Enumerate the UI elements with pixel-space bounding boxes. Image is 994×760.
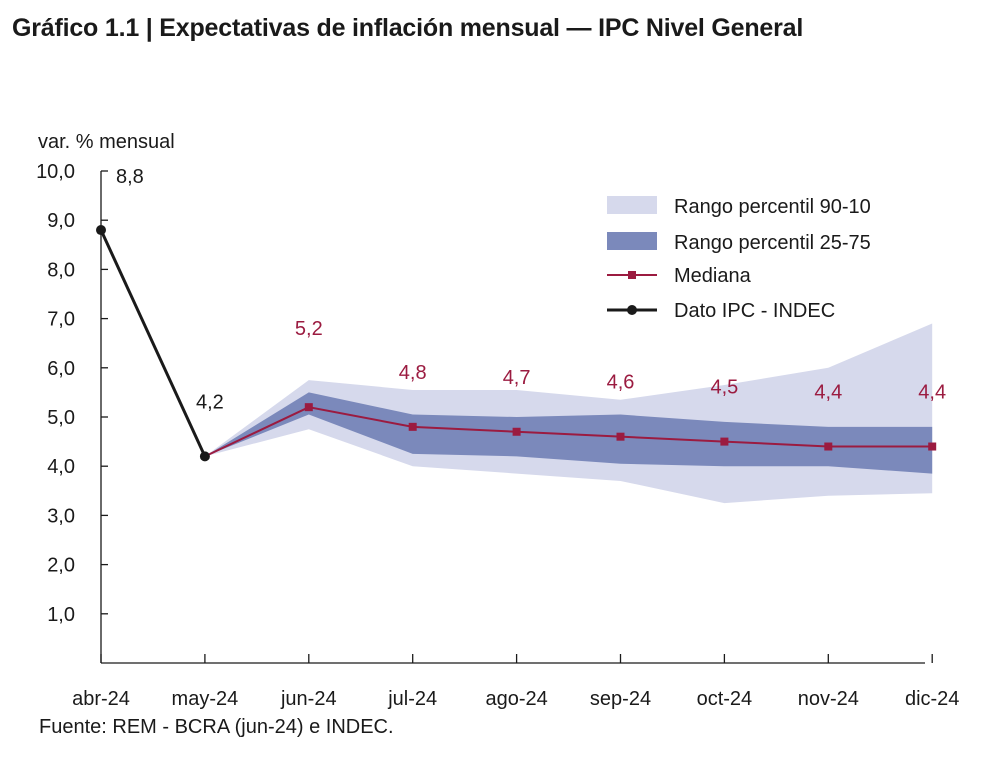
x-tick-label: dic-24 [905,688,959,710]
y-axis-label: var. % mensual [38,131,175,153]
ipc-point [96,225,106,236]
y-tick-label: 4,0 [47,456,75,478]
median-data-label: 4,7 [503,367,531,389]
y-tick-label: 10,0 [36,161,75,183]
percentile-bands [204,323,933,504]
data-labels: 5,2 4,8 4,7 4,6 4,5 4,4 4,4 8,8 4,2 [116,166,946,413]
median-data-label: 4,5 [710,377,738,399]
median-data-label: 5,2 [295,318,323,340]
median-line [204,406,933,458]
band-percentile-25-75 [204,392,933,474]
x-tick-label: nov-24 [798,688,859,710]
legend-swatch-median-marker [628,271,636,279]
ipc-line [99,229,207,457]
y-tick-label: 6,0 [47,358,75,380]
axes: 1,0 2,0 3,0 4,0 5,0 6,0 7,0 8,0 9,0 10,0 abr-24 may… [36,161,959,710]
legend-swatch-ipc-marker [627,305,637,315]
source-note: Fuente: REM - BCRA (jun-24) e INDEC. [39,716,394,738]
y-tick-label: 7,0 [47,309,75,331]
median-data-label: 4,8 [399,362,427,384]
x-tick-label: abr-24 [72,688,130,710]
median-point [928,442,937,451]
y-tick-label: 3,0 [47,505,75,527]
x-tick-label: sep-24 [590,688,651,710]
legend-label: Mediana [674,265,752,287]
ipc-point [199,451,210,462]
y-tick-label: 9,0 [47,210,75,232]
median-point [512,427,521,436]
median-data-label: 4,6 [607,372,635,394]
legend-label: Dato IPC - INDEC [674,300,835,322]
x-tick-label: jun-24 [280,688,337,710]
median-data-label: 4,4 [814,382,842,404]
y-tick-label: 8,0 [47,259,75,281]
median-point [304,403,313,412]
x-tick-label: may-24 [172,688,239,710]
median-point [720,437,729,446]
chart-title: Gráfico 1.1 | Expectativas de inflación … [12,14,804,42]
y-tick-label: 2,0 [47,555,75,577]
x-tick-label: ago-24 [485,688,547,710]
x-tick-label: jul-24 [387,688,437,710]
legend-swatch-25-75 [607,232,657,250]
legend-swatch-90-10 [607,196,657,214]
y-tick-label: 5,0 [47,407,75,429]
median-point [408,422,417,431]
median-data-label: 4,4 [918,382,946,404]
legend-label: Rango percentil 90-10 [674,196,871,218]
y-tick-label: 1,0 [47,604,75,626]
series-lines [96,225,937,462]
median-point [616,432,625,441]
ipc-data-label: 8,8 [116,166,144,188]
legend: Rango percentil 90-10 Rango percentil 25-… [607,196,871,322]
median-point [824,442,833,451]
legend-label: Rango percentil 25-75 [674,232,871,254]
ipc-data-label: 4,2 [196,391,224,413]
x-tick-label: oct-24 [697,688,753,710]
